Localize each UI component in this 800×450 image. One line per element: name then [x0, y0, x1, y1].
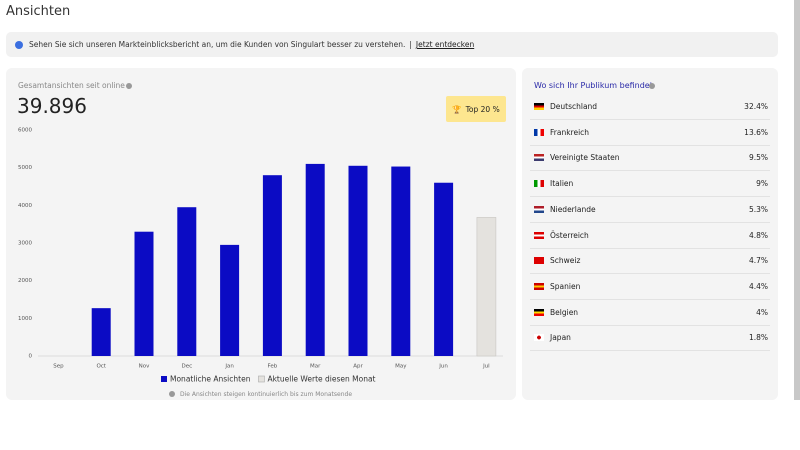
info-icon	[169, 391, 175, 397]
x-tick-label: Feb	[268, 364, 278, 370]
bar	[305, 163, 325, 356]
bar	[134, 231, 154, 356]
country-name: Vereinigte Staaten	[550, 153, 620, 163]
bar	[262, 175, 282, 356]
audience-row: Österreich 4.8%	[530, 223, 770, 249]
flag	[534, 128, 544, 136]
legend-swatch	[258, 375, 265, 383]
page-title: Ansichten	[6, 4, 71, 19]
x-tick-label: Mar	[310, 364, 321, 370]
legend-label: Monatliche Ansichten	[170, 375, 251, 384]
flag	[534, 308, 544, 316]
country-share: 32.4%	[744, 102, 768, 111]
bar	[391, 166, 411, 356]
flag	[534, 257, 544, 265]
country-share: 13.6%	[744, 127, 768, 137]
y-tick-label: 5000	[18, 165, 32, 171]
flag	[534, 334, 544, 342]
bar	[348, 165, 368, 356]
x-tick-label: May	[395, 364, 407, 370]
x-tick-label: Jul	[482, 364, 490, 370]
bar	[177, 207, 197, 356]
audience-row: Vereinigte Staaten 9.5%	[530, 145, 770, 172]
legend-swatch	[161, 376, 167, 382]
x-tick-label: Oct	[96, 364, 106, 370]
audience-row: Schweiz 4.7%	[530, 248, 770, 275]
country-share: 4.8%	[748, 230, 768, 240]
badge-text: Top 20 %	[465, 104, 500, 114]
country-share: 4.7%	[748, 256, 768, 266]
info-icon	[15, 40, 23, 49]
info-icon	[126, 83, 132, 89]
stat-value: 39.896	[17, 94, 87, 118]
info-icon	[649, 83, 655, 89]
audience-row: Deutschland 32.4%	[530, 94, 770, 120]
badge: 🏆 Top 20 %	[446, 96, 506, 122]
country-name: Schweiz	[550, 256, 581, 266]
country-share: 9%	[756, 179, 768, 189]
scrollbar[interactable]	[794, 0, 800, 400]
audience-row: Frankreich 13.6%	[530, 120, 770, 146]
audience-row: Belgien 4%	[530, 300, 770, 326]
country-share: 5.3%	[748, 204, 768, 214]
audience-row: Spanien 4.4%	[530, 274, 770, 300]
x-tick-label: Apr	[353, 364, 363, 370]
country-share: 4.4%	[748, 281, 768, 291]
flag	[534, 231, 544, 239]
audience-row: Japan 1.8%	[530, 325, 770, 352]
y-tick-label: 4000	[18, 203, 32, 209]
stat-label: Gesamtansichten seit online	[18, 81, 125, 90]
country-name: Japan	[550, 333, 571, 343]
x-tick-label: Jan	[224, 364, 234, 370]
country-share: 9.5%	[748, 153, 768, 163]
y-tick-label: 6000	[18, 128, 32, 134]
country-name: Niederlande	[550, 204, 596, 214]
x-tick-label: Nov	[139, 364, 150, 370]
country-share: 1.8%	[748, 333, 768, 343]
country-name: Frankreich	[550, 127, 590, 137]
country-share: 4%	[756, 307, 768, 317]
country-name: Italien	[550, 179, 574, 189]
audience-row: Italien 9%	[530, 171, 770, 198]
x-tick-label: Sep	[53, 364, 64, 370]
y-tick-label: 0	[29, 354, 33, 360]
country-name: Spanien	[550, 281, 581, 291]
separator: |	[409, 40, 412, 49]
banner-link[interactable]: Jetzt entdecken	[415, 40, 475, 49]
banner: Sehen Sie sich unseren Markteinblicksber…	[6, 32, 778, 57]
flag	[534, 205, 544, 213]
audience-card	[522, 68, 778, 400]
flag	[534, 103, 544, 110]
audience-row: Niederlande 5.3%	[530, 197, 770, 223]
x-tick-label: Jun	[438, 364, 448, 370]
x-tick-label: Dec	[181, 364, 192, 370]
country-name: Österreich	[550, 230, 589, 240]
bar	[220, 244, 240, 356]
flag	[534, 154, 544, 162]
bar	[476, 217, 497, 357]
bar	[91, 308, 111, 356]
y-tick-label: 1000	[18, 316, 32, 322]
flag	[534, 282, 544, 290]
y-tick-label: 3000	[18, 241, 32, 247]
audience-title: Wo sich Ihr Publikum befindet	[534, 81, 653, 90]
flag	[534, 180, 544, 188]
views-card	[6, 68, 516, 400]
y-tick-label: 2000	[18, 278, 32, 284]
banner-text: Sehen Sie sich unseren Markteinblicksber…	[29, 40, 406, 49]
country-name: Belgien	[550, 307, 579, 317]
country-name: Deutschland	[550, 102, 598, 111]
legend-label: Aktuelle Werte diesen Monat	[267, 375, 375, 384]
chart-note: Die Ansichten steigen kontinuierlich bis…	[180, 391, 352, 398]
bar	[434, 182, 454, 356]
